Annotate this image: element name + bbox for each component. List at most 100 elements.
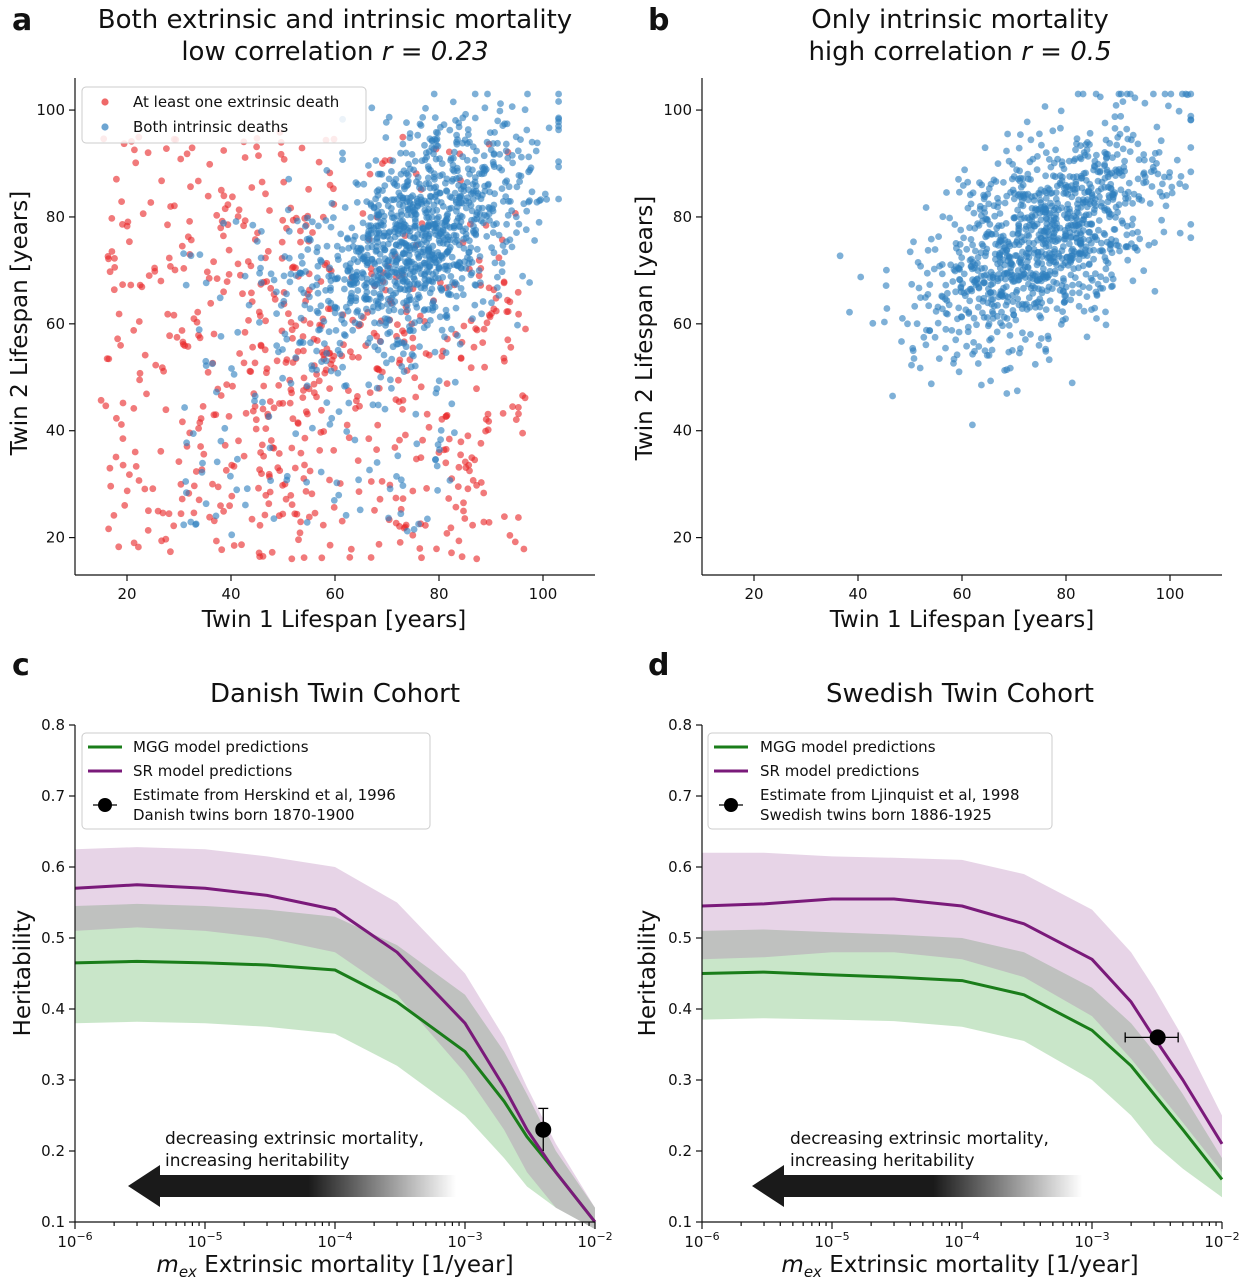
scatter-point-intrinsic	[388, 196, 396, 204]
scatter-point-intrinsic	[526, 166, 534, 174]
legend-label-extrinsic: At least one extrinsic death	[133, 93, 339, 111]
scatter-point-intrinsic	[944, 310, 951, 318]
scatter-point-intrinsic	[397, 170, 405, 178]
scatter-point-intrinsic	[1077, 248, 1085, 255]
scatter-point-intrinsic	[469, 143, 477, 151]
scatter-point-intrinsic	[424, 163, 432, 170]
scatter-point-intrinsic	[442, 218, 449, 226]
scatter-point-intrinsic	[407, 194, 415, 201]
scatter-point-extrinsic	[119, 281, 126, 288]
scatter-point-intrinsic	[427, 317, 434, 324]
panel-c-xlabel-symbol: m	[156, 1252, 178, 1278]
legend-label-estimate-c-line1: Estimate from Herskind et al, 1996	[133, 786, 396, 804]
scatter-point-intrinsic	[517, 172, 525, 180]
scatter-point-intrinsic	[1102, 257, 1110, 265]
scatter-point-intrinsic	[517, 136, 524, 144]
scatter-point-extrinsic	[296, 529, 304, 537]
scatter-point-intrinsic	[1141, 156, 1148, 164]
panel-a-xlabel: Twin 1 Lifespan [years]	[201, 607, 467, 633]
scatter-point-intrinsic	[433, 135, 441, 143]
scatter-point-extrinsic	[266, 207, 273, 214]
scatter-point-intrinsic	[1124, 256, 1132, 264]
scatter-point-intrinsic	[490, 249, 498, 257]
panel-b-ytick-label: 40	[673, 422, 692, 440]
scatter-point-intrinsic	[323, 350, 330, 357]
scatter-point-intrinsic	[1026, 216, 1033, 224]
scatter-point-intrinsic	[1020, 284, 1027, 292]
scatter-point-extrinsic	[423, 410, 431, 418]
scatter-point-intrinsic	[451, 222, 458, 230]
scatter-point-extrinsic	[511, 538, 519, 546]
panel-letter-b: b	[648, 3, 669, 38]
panel-a-ytick-label: 80	[46, 208, 65, 226]
scatter-point-intrinsic	[1097, 284, 1104, 292]
scatter-point-intrinsic	[353, 308, 361, 316]
scatter-point-intrinsic	[1102, 321, 1110, 329]
scatter-point-extrinsic	[276, 467, 284, 474]
scatter-point-intrinsic	[1161, 90, 1169, 98]
scatter-point-intrinsic	[413, 295, 421, 302]
scatter-point-intrinsic	[951, 221, 959, 228]
scatter-point-intrinsic	[417, 240, 425, 248]
scatter-point-intrinsic	[307, 339, 314, 347]
scatter-point-intrinsic	[400, 350, 407, 358]
scatter-point-intrinsic	[438, 285, 445, 293]
scatter-point-intrinsic	[1035, 341, 1043, 349]
scatter-point-intrinsic	[410, 526, 418, 533]
scatter-point-intrinsic	[1124, 135, 1132, 143]
scatter-point-intrinsic	[439, 171, 446, 179]
scatter-point-extrinsic	[326, 181, 334, 189]
scatter-point-intrinsic	[1111, 124, 1119, 132]
scatter-point-intrinsic	[1083, 333, 1091, 341]
scatter-point-intrinsic	[1036, 275, 1044, 283]
panel-c-axes: 10−6 10−5 10−4 10−3 10−20.10.20.30.40.50.60.…	[41, 716, 613, 1251]
scatter-point-intrinsic	[199, 459, 206, 467]
scatter-point-extrinsic	[443, 530, 451, 537]
scatter-point-extrinsic	[452, 503, 460, 511]
scatter-point-intrinsic	[1061, 259, 1069, 267]
scatter-point-extrinsic	[399, 133, 407, 141]
scatter-point-intrinsic	[357, 252, 365, 259]
scatter-point-intrinsic	[1004, 130, 1011, 138]
panel-b-subtitle-prefix: high correlation	[808, 37, 1012, 67]
scatter-point-intrinsic	[1069, 289, 1076, 297]
scatter-point-intrinsic	[974, 360, 982, 367]
scatter-point-intrinsic	[358, 274, 366, 281]
scatter-point-intrinsic	[1168, 189, 1176, 197]
scatter-point-intrinsic	[298, 259, 306, 267]
scatter-point-intrinsic	[1064, 201, 1072, 208]
panel-d-legend: MGG model predictions SR model predictio…	[707, 732, 1053, 830]
scatter-point-intrinsic	[1036, 190, 1043, 198]
scatter-point-intrinsic	[495, 292, 503, 299]
scatter-point-intrinsic	[473, 209, 481, 216]
scatter-point-extrinsic	[242, 409, 250, 417]
scatter-point-intrinsic	[935, 355, 943, 362]
scatter-point-intrinsic	[1168, 183, 1176, 191]
scatter-point-intrinsic	[524, 90, 531, 98]
scatter-point-intrinsic	[1024, 264, 1032, 271]
scatter-point-intrinsic	[1123, 90, 1131, 98]
scatter-point-intrinsic	[1027, 331, 1034, 338]
scatter-point-intrinsic	[303, 235, 311, 243]
scatter-point-intrinsic	[1088, 220, 1095, 228]
scatter-point-extrinsic	[220, 147, 228, 154]
scatter-point-intrinsic	[198, 468, 206, 476]
scatter-point-intrinsic	[496, 151, 504, 158]
scatter-point-intrinsic	[1065, 222, 1072, 230]
scatter-point-intrinsic	[1027, 176, 1034, 183]
scatter-point-intrinsic	[453, 280, 460, 288]
scatter-point-extrinsic	[466, 467, 473, 475]
scatter-point-intrinsic	[1004, 293, 1012, 301]
scatter-point-intrinsic	[526, 279, 533, 286]
scatter-point-extrinsic	[367, 478, 375, 485]
scatter-point-intrinsic	[1067, 296, 1075, 304]
scatter-point-intrinsic	[322, 217, 330, 224]
panel-c-legend-box	[81, 732, 431, 830]
scatter-point-intrinsic	[1070, 173, 1077, 181]
panel-c-xtick-label: 10−6	[57, 1230, 92, 1251]
panel-d-xlabel: mex Extrinsic mortality [1/year]	[781, 1252, 1138, 1280]
scatter-point-intrinsic	[242, 501, 249, 509]
scatter-point-intrinsic	[1131, 94, 1139, 102]
scatter-point-intrinsic	[1005, 322, 1013, 329]
scatter-point-intrinsic	[363, 288, 371, 296]
